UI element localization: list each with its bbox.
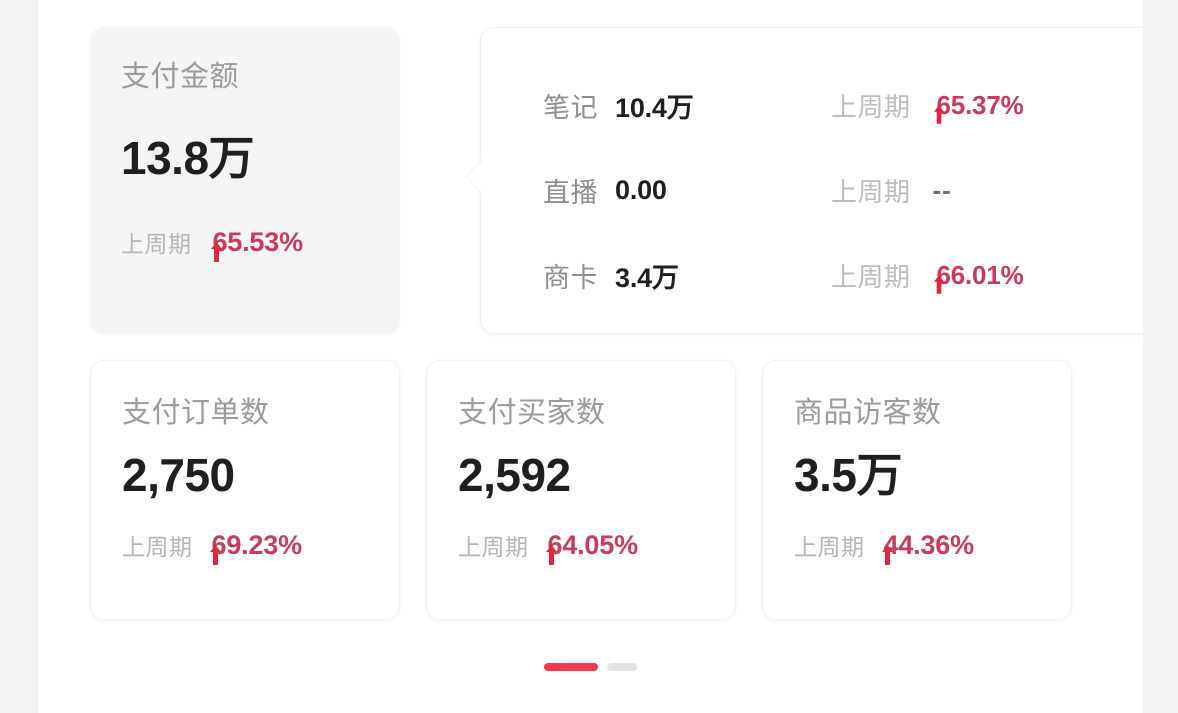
- delta-empty: --: [932, 174, 952, 205]
- delta-group: 66.01%: [933, 259, 1024, 294]
- channel-value: 3.4万: [615, 262, 679, 293]
- card-payment-amount[interactable]: 支付金额 13.8万 上周期 65.53%: [90, 27, 400, 334]
- delta-group: --: [933, 175, 952, 206]
- metric-compare: 上周期 44.36%: [794, 528, 1071, 565]
- delta-group: 44.36%: [881, 529, 975, 565]
- metric-value: 13.8万: [121, 132, 255, 184]
- delta-group: 65.53%: [210, 226, 304, 262]
- card-channel-breakdown[interactable]: 笔记 10.4万 上周期 65.37%: [480, 27, 1143, 334]
- pagination-dot-active[interactable]: [544, 663, 598, 671]
- delta-percent: 66.01%: [936, 259, 1024, 290]
- delta-group: 64.05%: [545, 529, 639, 565]
- metric-compare: 上周期 64.05%: [458, 528, 735, 565]
- card-paid-buyers[interactable]: 支付买家数 2,592 上周期 64.05%: [426, 360, 736, 620]
- metric-label: 支付订单数: [122, 397, 270, 429]
- breakdown-row[interactable]: 直播 0.00 上周期 --: [543, 169, 1143, 211]
- compare-period-label: 上周期: [458, 534, 529, 560]
- channel-compare: 上周期 --: [831, 172, 952, 209]
- delta-group: 65.37%: [933, 89, 1024, 124]
- compare-period-label: 上周期: [121, 231, 192, 257]
- compare-period-label: 上周期: [831, 261, 911, 292]
- compare-period-label: 上周期: [831, 91, 911, 122]
- page-surface: 支付金额 13.8万 上周期 65.53% 笔记: [38, 0, 1143, 713]
- card-product-visitors[interactable]: 商品访客数 3.5万 上周期 44.36%: [762, 360, 1072, 620]
- delta-group: 69.23%: [209, 529, 303, 565]
- compare-period-label: 上周期: [122, 534, 193, 560]
- channel-name: 商卡: [543, 262, 598, 293]
- card-paid-orders[interactable]: 支付订单数 2,750 上周期 69.23%: [90, 360, 400, 620]
- breakdown-list: 笔记 10.4万 上周期 65.37%: [481, 28, 1143, 333]
- metric-label: 支付金额: [121, 61, 240, 93]
- delta-percent: 44.36%: [883, 529, 975, 560]
- bottom-metric-row: 支付订单数 2,750 上周期 69.23% 支付买家数 2,592 上周期: [90, 360, 1143, 620]
- top-metric-row: 支付金额 13.8万 上周期 65.53% 笔记: [90, 27, 1143, 334]
- channel-value: 10.4万: [615, 92, 694, 123]
- metric-value: 2,592: [458, 449, 571, 501]
- metric-value: 3.5万: [794, 449, 902, 501]
- metric-value: 2,750: [122, 449, 235, 501]
- delta-percent: 64.05%: [547, 529, 639, 560]
- compare-period-label: 上周期: [831, 176, 911, 207]
- compare-period-label: 上周期: [794, 534, 865, 560]
- breakdown-row[interactable]: 笔记 10.4万 上周期 65.37%: [543, 84, 1143, 126]
- delta-percent: 65.37%: [936, 89, 1024, 120]
- pagination-dot-inactive[interactable]: [607, 663, 637, 671]
- delta-percent: 65.53%: [212, 226, 304, 257]
- metric-compare: 上周期 65.53%: [121, 225, 400, 262]
- channel-name: 直播: [543, 177, 598, 208]
- channel-compare: 上周期 66.01%: [831, 257, 1024, 294]
- pagination-indicator[interactable]: [38, 663, 1143, 671]
- channel-compare: 上周期 65.37%: [831, 87, 1024, 124]
- channel-name: 笔记: [543, 92, 598, 123]
- breakdown-row[interactable]: 商卡 3.4万 上周期 66.01%: [543, 254, 1143, 296]
- metric-label: 支付买家数: [458, 397, 606, 429]
- channel-value: 0.00: [615, 174, 667, 205]
- delta-percent: 69.23%: [211, 529, 303, 560]
- metric-compare: 上周期 69.23%: [122, 528, 399, 565]
- metric-label: 商品访客数: [794, 397, 942, 429]
